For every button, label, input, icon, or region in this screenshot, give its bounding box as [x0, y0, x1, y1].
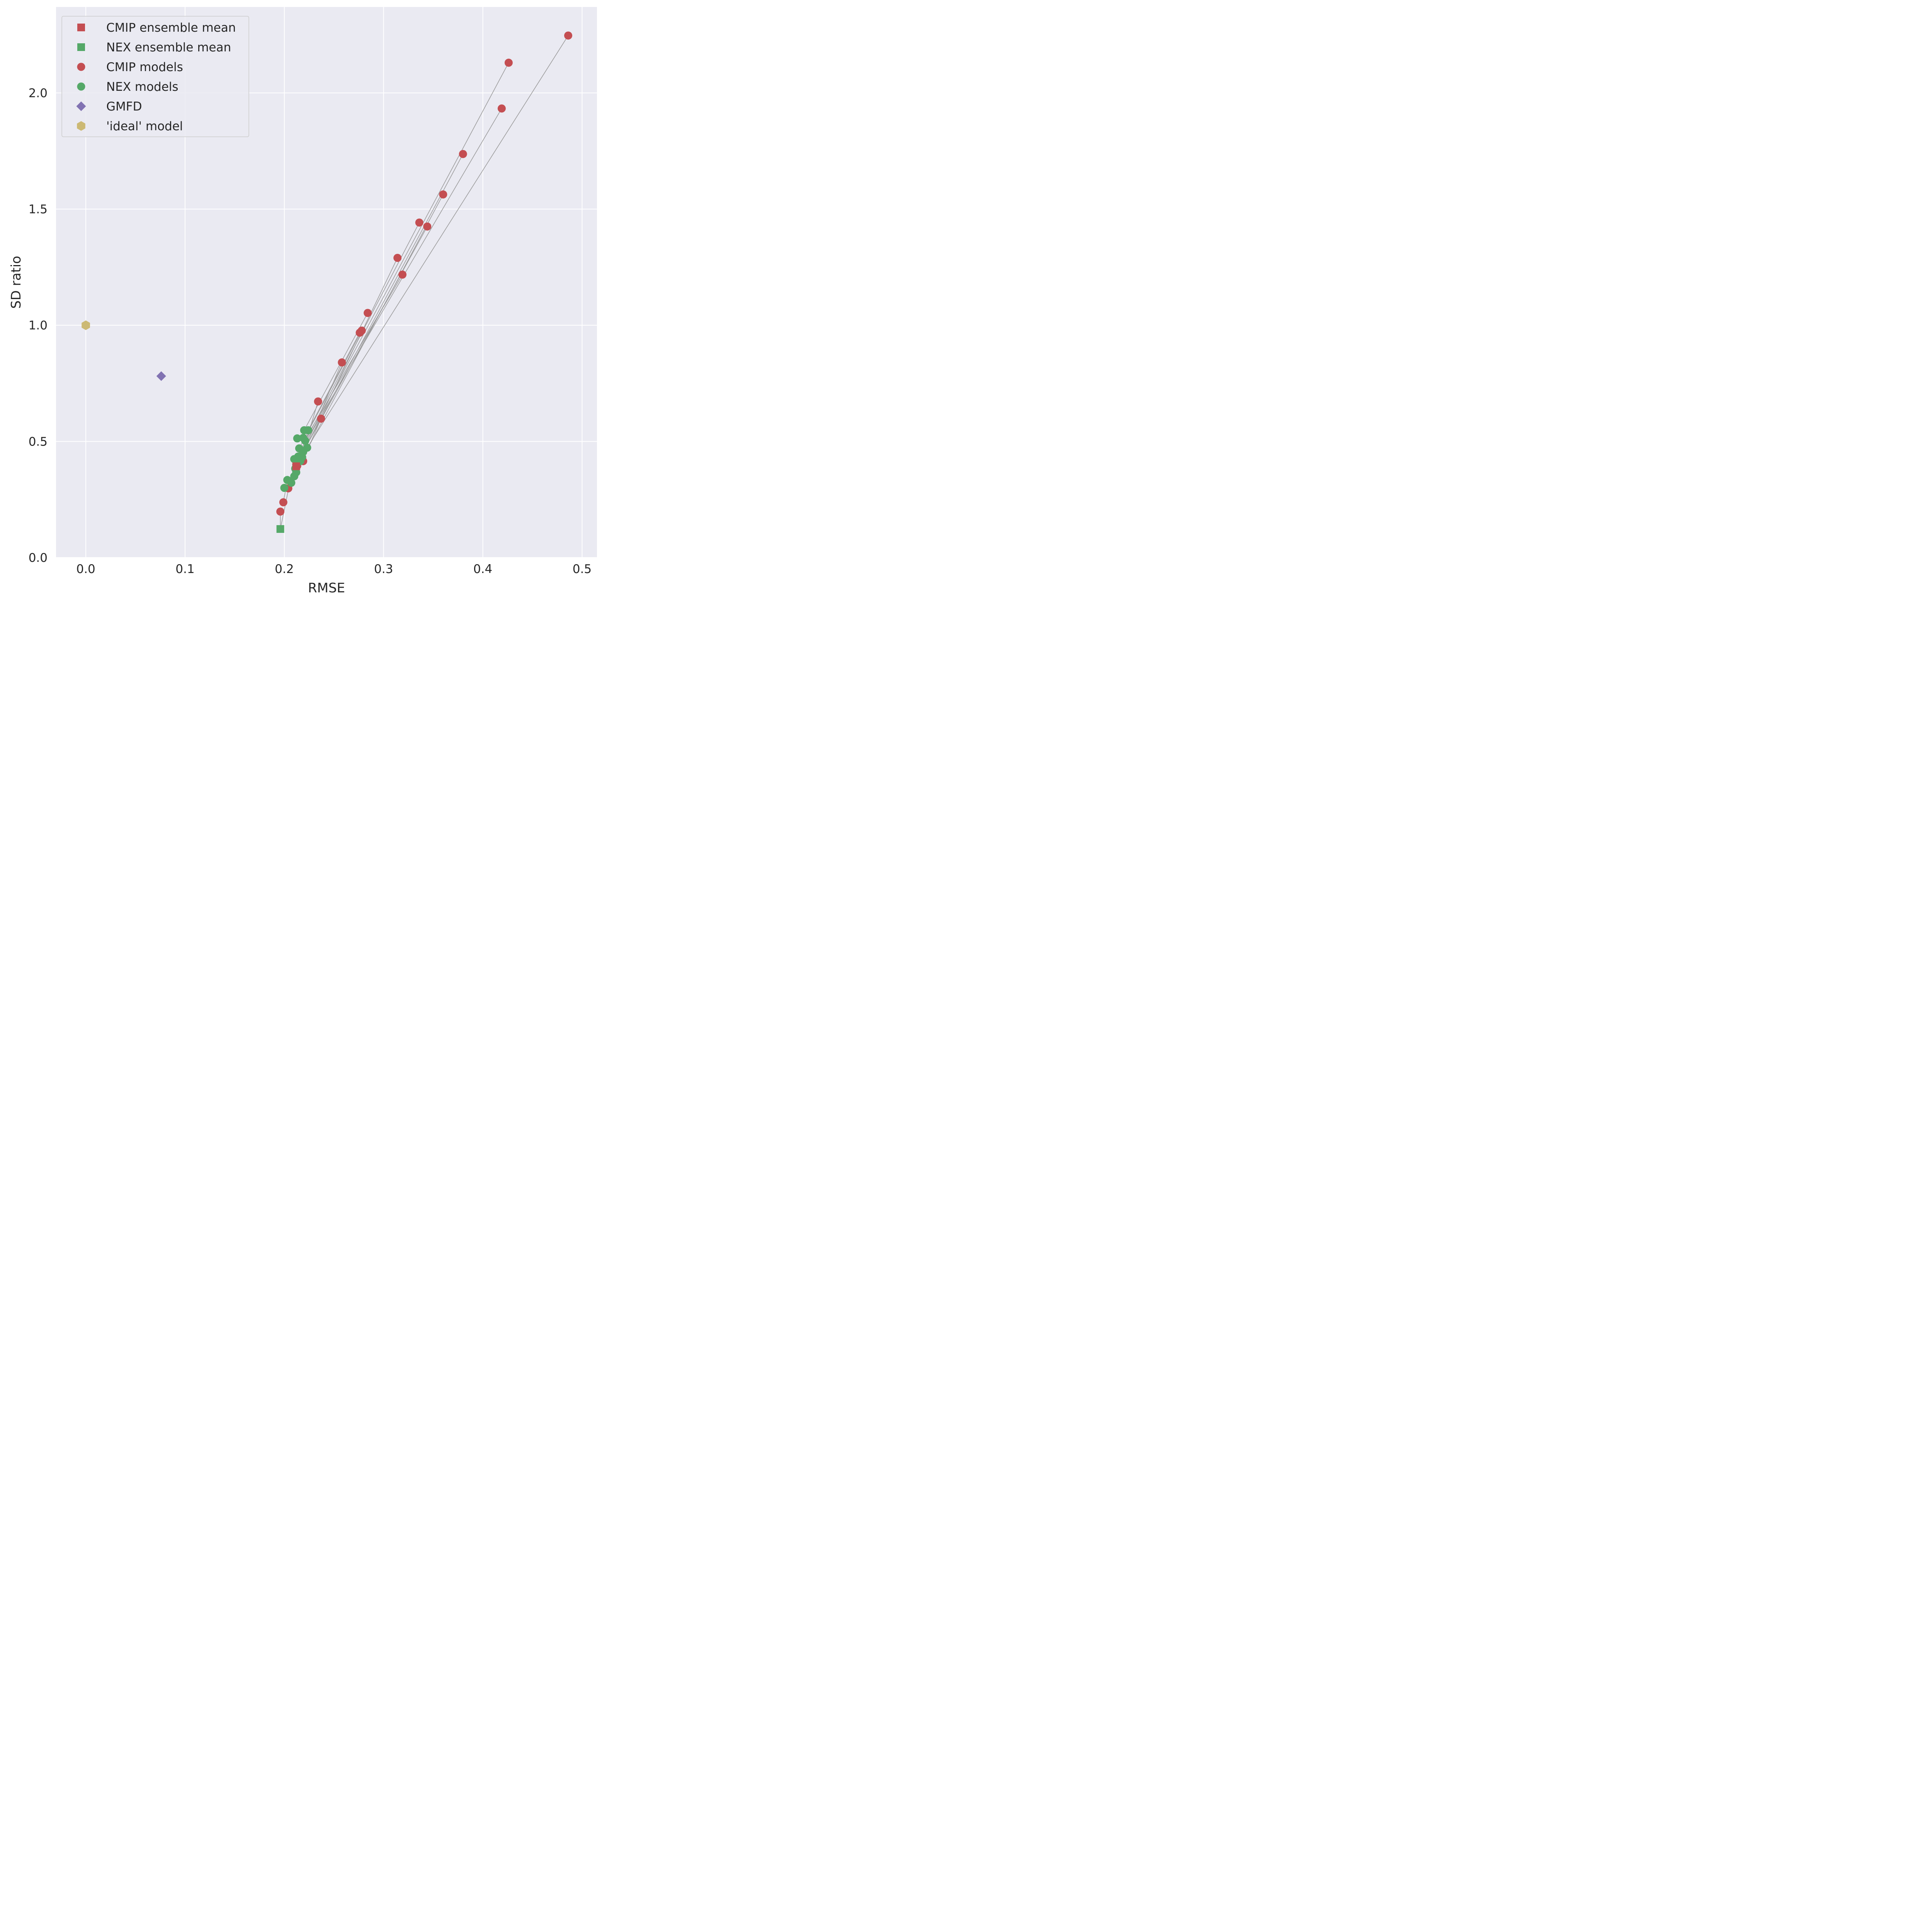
scatter-chart: 0.0 0.1 0.2 0.3 0.4 0.5 0.0 0.5 1.0 1.5 2.0 RMSE S… [9, 7, 597, 596]
legend-marker-ideal-model [77, 121, 85, 131]
gmfd-point [156, 371, 166, 381]
x-tick-label: 0.4 [473, 562, 492, 576]
cmip-models-point [423, 222, 432, 231]
connector-line [296, 154, 463, 465]
data-markers [82, 31, 573, 533]
legend-label-nex-models: NEX models [106, 80, 179, 94]
legend-frame [61, 16, 249, 137]
cmip-models-point [398, 270, 407, 279]
legend-marker-cmip-ensemble-mean [77, 24, 85, 31]
cmip-models-point [317, 414, 325, 423]
x-tick-label: 0.2 [275, 562, 294, 576]
cmip-models-point [459, 150, 467, 158]
nex-models-point [280, 484, 289, 492]
connector-line [302, 194, 444, 459]
connector-line [280, 490, 289, 529]
cmip-models-point [276, 507, 285, 516]
cmip-models-point [564, 31, 573, 40]
legend-label-cmip-models: CMIP models [106, 60, 183, 74]
cmip-models-point [314, 397, 322, 406]
cmip-models-point [497, 104, 506, 113]
y-tick-label: 1.5 [29, 202, 48, 216]
x-axis-label: RMSE [308, 580, 345, 596]
connector-line [305, 274, 403, 439]
connector-line [309, 418, 321, 446]
legend-marker-nex-models [77, 82, 85, 91]
cmip-models-point [338, 358, 346, 367]
legend: CMIP ensemble mean NEX ensemble mean CMIP … [61, 16, 249, 137]
y-tick-label: 1.0 [29, 319, 48, 333]
nex-models-point [293, 434, 301, 443]
cmip-models-point [393, 253, 402, 262]
nex-models-point [290, 472, 299, 481]
nex-models-point [304, 426, 312, 435]
legend-marker-cmip-models [77, 63, 85, 71]
legend-marker-gmfd [76, 101, 86, 111]
cmip-models-point [364, 309, 372, 317]
x-tick-label: 0.5 [573, 562, 592, 576]
connector-line [297, 258, 398, 466]
legend-label-nex-ensemble-mean: NEX ensemble mean [106, 41, 231, 54]
cmip-models-point [439, 190, 447, 199]
y-tick-label: 0.5 [29, 435, 48, 449]
y-tick-label: 0.0 [29, 551, 48, 565]
legend-marker-nex-ensemble-mean [77, 43, 85, 51]
connector-line [307, 35, 569, 448]
cmip-models-point [279, 498, 287, 507]
cmip-models-point [355, 328, 364, 337]
cmip-ensemble-mean-point [292, 462, 300, 470]
legend-label-gmfd: GMFD [106, 100, 142, 114]
x-tick-label: 0.3 [374, 562, 393, 576]
x-tick-label: 0.1 [175, 562, 194, 576]
y-axis-label: SD ratio [9, 256, 24, 309]
y-tick-label: 2.0 [29, 86, 48, 100]
legend-label-cmip-ensemble-mean: CMIP ensemble mean [106, 21, 236, 35]
grid-lines [56, 7, 597, 558]
cmip-models-point [415, 218, 423, 227]
nex-ensemble-mean-point [276, 525, 284, 533]
nex-models-point [287, 478, 296, 487]
connector-line [303, 226, 428, 452]
x-tick-label: 0.0 [76, 562, 95, 576]
legend-label-ideal-model: 'ideal' model [106, 119, 183, 133]
tick-labels: 0.0 0.1 0.2 0.3 0.4 0.5 0.0 0.5 1.0 1.5 2.0 [29, 86, 592, 576]
ideal-model-point [82, 320, 90, 330]
cmip-models-point [504, 58, 513, 67]
nex-models-point [301, 437, 310, 445]
